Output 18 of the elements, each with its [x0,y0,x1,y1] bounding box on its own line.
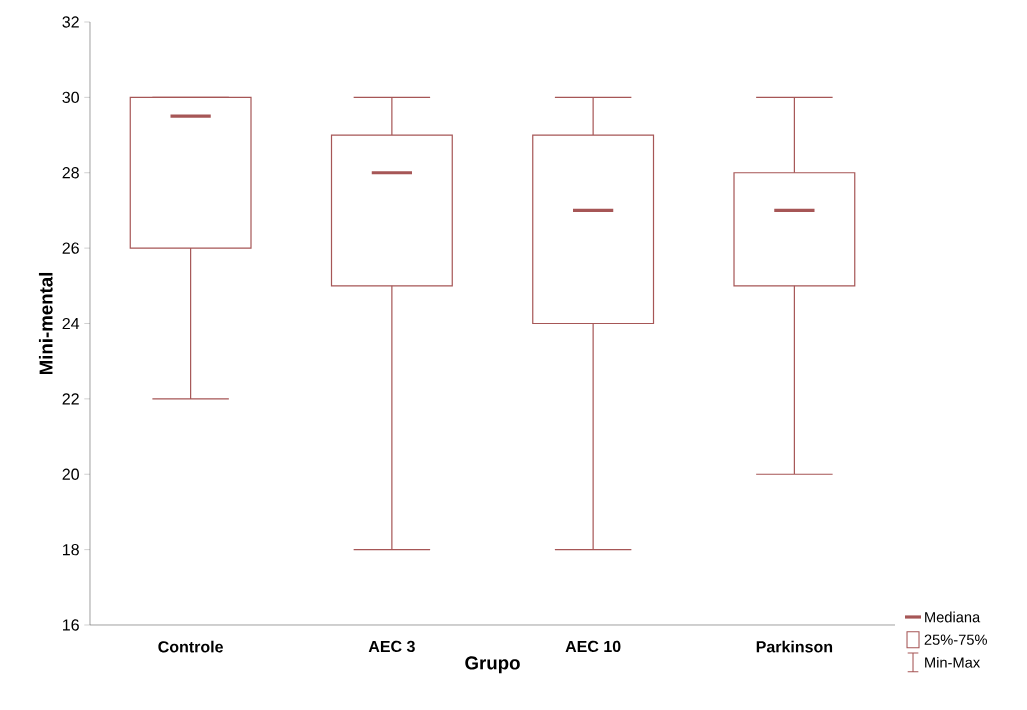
x-tick-label: AEC 3 [368,640,415,653]
y-tick-label: 32 [62,16,79,28]
y-tick-label: 22 [62,393,79,405]
y-tick-label: 30 [62,91,79,104]
y-axis-title: Mini-mental [38,272,53,375]
y-tick-label: 18 [63,543,79,556]
y-tick-label: 16 [63,619,79,631]
y-tick-label: 28 [62,167,79,179]
y-tick-label: 20 [62,468,79,480]
text: Mediana [925,611,981,623]
text: 25%-75% [924,634,987,645]
y-tick-label: 24 [62,317,80,330]
x-tick-label: Controle [158,640,223,653]
x-tick-label: Parkinson [756,640,833,653]
y-tick-label: 26 [62,242,79,254]
text: Min-Max [925,656,980,668]
x-axis-title: Grupo [465,656,520,674]
x-tick-label: AEC 10 [565,640,621,653]
